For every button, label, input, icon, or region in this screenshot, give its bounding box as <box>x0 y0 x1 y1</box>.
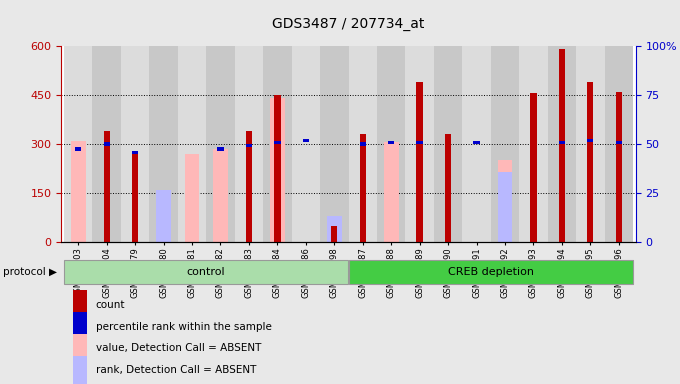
Bar <box>605 46 633 242</box>
Bar <box>445 134 452 242</box>
Bar <box>384 142 398 242</box>
Bar <box>245 131 252 242</box>
Bar <box>462 46 491 242</box>
Bar <box>132 151 138 154</box>
Bar <box>71 141 86 242</box>
Bar <box>245 144 252 147</box>
Bar <box>360 134 366 242</box>
Bar <box>132 151 138 242</box>
Bar <box>235 46 263 242</box>
Bar <box>303 139 309 142</box>
Bar <box>103 131 110 242</box>
Bar <box>206 46 235 242</box>
Bar <box>498 161 512 242</box>
Text: CREB depletion: CREB depletion <box>447 266 534 277</box>
Bar <box>263 46 292 242</box>
Bar <box>559 50 565 242</box>
Bar <box>331 226 337 242</box>
Bar <box>73 290 87 319</box>
Bar <box>587 139 594 142</box>
Bar <box>491 46 519 242</box>
Bar <box>473 141 479 144</box>
Bar <box>348 46 377 242</box>
Bar <box>519 46 547 242</box>
Text: control: control <box>187 266 225 277</box>
Bar <box>360 142 366 146</box>
Bar <box>185 154 199 242</box>
Bar <box>218 147 224 151</box>
Bar <box>121 46 150 242</box>
Bar <box>150 46 178 242</box>
Bar <box>416 82 423 242</box>
Bar <box>75 147 82 151</box>
Bar <box>530 93 537 242</box>
Bar <box>103 142 110 146</box>
Text: rank, Detection Call = ABSENT: rank, Detection Call = ABSENT <box>96 366 256 376</box>
Bar <box>615 141 622 144</box>
Bar <box>292 46 320 242</box>
Bar <box>405 46 434 242</box>
Text: protocol ▶: protocol ▶ <box>3 266 57 277</box>
Bar <box>498 172 512 242</box>
Bar <box>156 201 171 242</box>
Bar <box>559 141 565 144</box>
Text: GDS3487 / 207734_at: GDS3487 / 207734_at <box>272 17 425 31</box>
Bar <box>64 46 92 242</box>
Bar <box>434 46 462 242</box>
Bar <box>274 95 281 242</box>
Text: value, Detection Call = ABSENT: value, Detection Call = ABSENT <box>96 343 261 354</box>
Bar <box>73 334 87 363</box>
Bar <box>270 98 285 242</box>
Bar <box>73 356 87 384</box>
Bar <box>587 82 594 242</box>
Bar <box>178 46 206 242</box>
Bar <box>348 260 633 284</box>
Bar <box>156 190 171 242</box>
Bar <box>327 222 341 242</box>
Bar <box>547 46 576 242</box>
Bar <box>213 149 228 242</box>
Bar <box>320 46 348 242</box>
Bar <box>416 141 423 144</box>
Bar <box>92 46 121 242</box>
Bar <box>73 312 87 341</box>
Bar <box>377 46 405 242</box>
Bar <box>388 141 394 144</box>
Bar <box>576 46 605 242</box>
Bar <box>615 92 622 242</box>
Bar <box>274 141 281 144</box>
Bar <box>327 216 341 242</box>
Text: count: count <box>96 300 125 310</box>
Bar <box>64 260 348 284</box>
Text: percentile rank within the sample: percentile rank within the sample <box>96 321 271 331</box>
